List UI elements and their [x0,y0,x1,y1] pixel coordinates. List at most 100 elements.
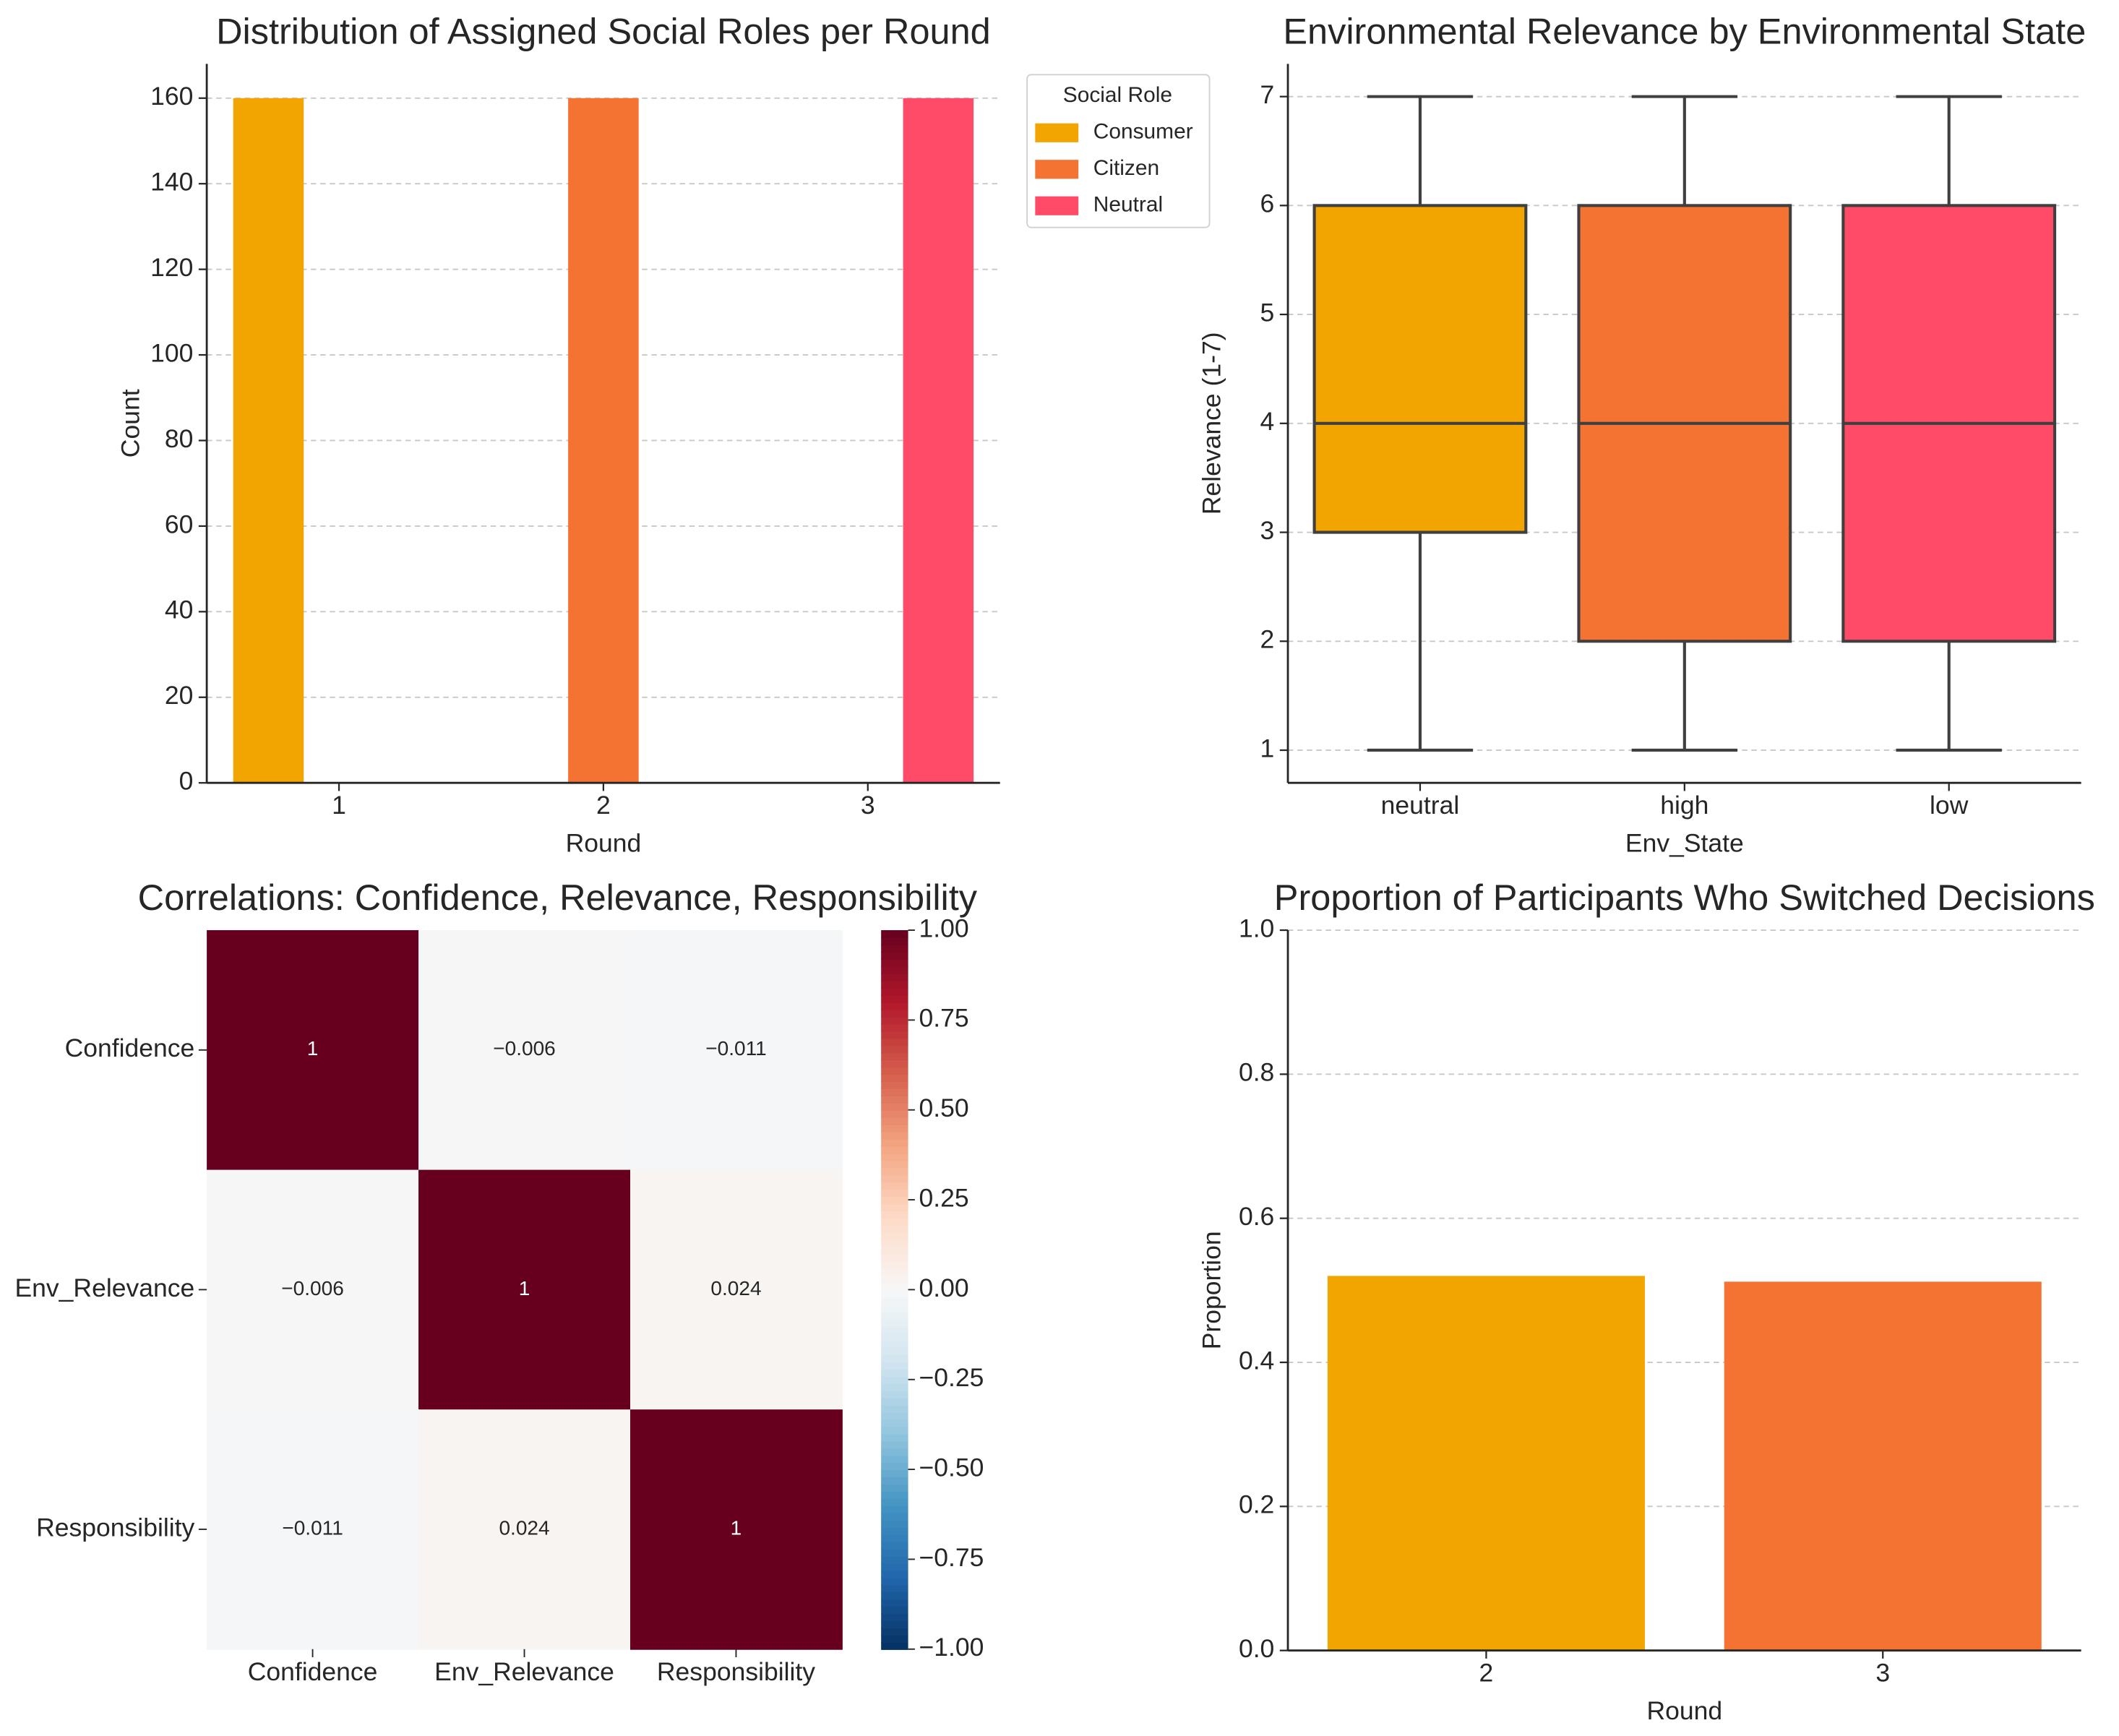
colorbar-segment [881,1080,908,1089]
cell-label: −0.006 [493,1037,556,1060]
cell-label: −0.006 [281,1277,344,1299]
colorbar-tick-label: 0.75 [919,1004,969,1033]
chart-title: Proportion of Participants Who Switched … [1274,877,2095,918]
colorbar-segment [881,1060,908,1068]
legend-swatch [1035,160,1079,179]
colorbar-segment [881,1505,908,1513]
colorbar-segment [881,1073,908,1083]
colorbar-segment [881,1016,908,1025]
colorbar-segment [881,937,908,946]
colorbar-segment [881,1275,908,1284]
colorbar-segment [881,1440,908,1449]
colorbar-segment [881,1613,908,1622]
cell-label: −0.011 [705,1037,766,1060]
colorbar-segment [881,1045,908,1054]
y-tick-label: 1.0 [1239,914,1274,942]
colorbar-segment [881,1433,908,1442]
colorbar-segment [881,1124,908,1133]
colorbar-segment [881,1599,908,1607]
colorbar-segment [881,1340,908,1349]
y-tick-label: Responsibility [36,1513,194,1542]
heatmap-cell [207,1409,419,1650]
y-tick-label: 2 [1260,625,1275,654]
colorbar-segment [881,1282,908,1291]
colorbar-segment [881,1023,908,1032]
colorbar-segment [881,966,908,974]
colorbar-segment [881,951,908,960]
colorbar-segment [881,1477,908,1485]
y-tick-label: 80 [165,424,194,453]
y-tick-label: 60 [165,510,194,538]
colorbar-segment [881,1570,908,1578]
heatmap-cell [418,1169,631,1411]
x-tick-label: 3 [861,791,875,820]
colorbar-segment [881,1368,908,1377]
y-tick-label: 0.8 [1239,1058,1274,1087]
colorbar-segment [881,1318,908,1327]
y-tick-label: 100 [150,338,193,367]
x-axis-label: Round [1646,1696,1722,1725]
cell-label: 0.024 [710,1277,761,1299]
colorbar-segment [881,1634,908,1643]
cell-label: 1 [519,1277,530,1299]
colorbar-tick-label: 1.00 [919,914,969,942]
colorbar-segment [881,1497,908,1506]
colorbar-segment [881,1232,908,1240]
y-tick-label: Env_Relevance [14,1273,194,1302]
colorbar-segment [881,1031,908,1039]
colorbar-segment [881,1210,908,1219]
colorbar-segment [881,1606,908,1615]
y-tick-label: 7 [1260,80,1275,109]
colorbar-segment [881,1009,908,1018]
y-tick-label: 4 [1260,407,1275,436]
colorbar-segment [881,1490,908,1500]
colorbar-segment [881,1189,908,1198]
cell-label: −0.011 [282,1516,343,1539]
heatmap-cell [207,1169,419,1411]
legend-label: Citizen [1093,156,1159,180]
colorbar-segment [881,1484,908,1492]
y-tick-label: 20 [165,681,194,710]
y-tick-label: 6 [1260,189,1275,218]
colorbar-segment [881,1584,908,1593]
colorbar-segment [881,1448,908,1456]
x-tick-label: 2 [1479,1659,1494,1688]
colorbar-segment [881,1260,908,1269]
colorbar-segment [881,1462,908,1471]
colorbar-segment [881,1534,908,1542]
heatmap-cell [629,930,843,1171]
x-tick-label: Confidence [248,1657,378,1686]
colorbar-segment [881,1088,908,1096]
colorbar-segment [881,1174,908,1183]
colorbar-segment [881,1095,908,1104]
y-tick-label: 3 [1260,516,1275,545]
legend-box [1026,74,1211,228]
heatmap-cell [629,1409,843,1650]
colorbar-segment [881,1109,908,1118]
colorbar-segment [881,1268,908,1276]
y-tick-label: Confidence [65,1034,195,1062]
colorbar-segment [881,1217,908,1226]
colorbar-segment [881,1419,908,1427]
colorbar-segment [881,1052,908,1061]
colorbar-segment [881,1519,908,1528]
colorbar-segment [881,1548,908,1557]
heatmap-cell [629,1169,843,1411]
y-tick-label: 160 [150,82,193,111]
colorbar-segment [881,1160,908,1169]
chart-title: Correlations: Confidence, Relevance, Res… [138,877,978,918]
colorbar-segment [881,1426,908,1435]
colorbar-segment [881,1383,908,1391]
colorbar-segment [881,987,908,996]
colorbar-segment [881,944,908,953]
y-tick-label: 0.6 [1239,1202,1274,1231]
y-axis-label: Proportion [1198,1231,1226,1349]
colorbar-segment [881,1138,908,1147]
colorbar-segment [881,1390,908,1398]
colorbar-segment [881,1311,908,1320]
colorbar-segment [881,1346,908,1356]
colorbar-segment [881,1512,908,1521]
y-tick-label: 0.0 [1239,1634,1274,1663]
